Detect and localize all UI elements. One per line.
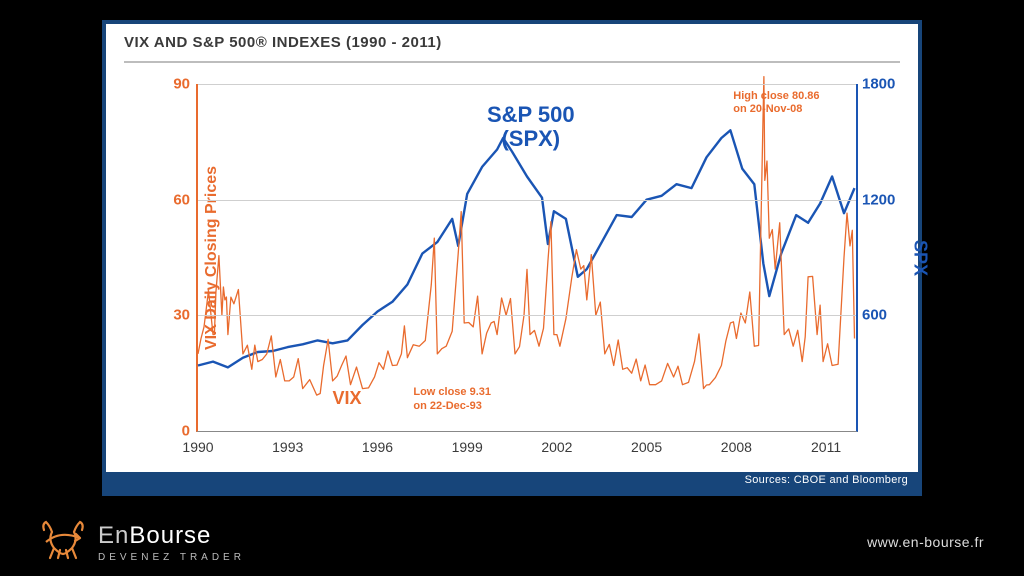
gridline	[198, 315, 856, 316]
chart-title-bar: VIX AND S&P 500® INDEXES (1990 - 2011)	[106, 24, 918, 55]
xtick: 1990	[182, 439, 213, 455]
ytick-left: 90	[160, 76, 190, 93]
gridline	[198, 200, 856, 201]
ytick-right: 600	[862, 307, 906, 324]
xtick: 2011	[811, 439, 841, 455]
brand-prefix: En	[98, 522, 129, 549]
title-divider	[124, 61, 900, 63]
y-axis-right-label: SPX	[909, 239, 930, 275]
series-spx	[198, 130, 855, 367]
brand-name: EnBourse	[98, 522, 245, 550]
brand-tagline: DEVENEZ TRADER	[98, 552, 245, 563]
ytick-left: 0	[160, 423, 190, 440]
brand-main: Bourse	[129, 522, 211, 549]
brand: EnBourse DEVENEZ TRADER	[40, 520, 245, 565]
site-url: www.en-bourse.fr	[867, 534, 984, 550]
xtick: 1999	[452, 439, 483, 455]
plot-area: VIX Daily Closing Prices SPX S&P 500 (SP…	[196, 84, 858, 432]
bull-icon	[40, 520, 86, 565]
xtick: 2005	[631, 439, 662, 455]
xtick: 1993	[272, 439, 303, 455]
sources-text: Sources: CBOE and Bloomberg	[745, 474, 908, 486]
ytick-left: 60	[160, 191, 190, 208]
ytick-left: 30	[160, 307, 190, 324]
chart-card: VIX AND S&P 500® INDEXES (1990 - 2011) V…	[102, 20, 922, 496]
gridline	[198, 84, 856, 85]
xtick: 1996	[362, 439, 393, 455]
ytick-right: 1200	[862, 191, 906, 208]
chart-title: VIX AND S&P 500® INDEXES (1990 - 2011)	[124, 34, 900, 51]
xtick: 2002	[541, 439, 572, 455]
sources-bar: Sources: CBOE and Bloomberg	[106, 472, 918, 492]
series-vix	[198, 77, 855, 396]
xtick: 2008	[721, 439, 752, 455]
footer: EnBourse DEVENEZ TRADER www.en-bourse.fr	[0, 508, 1024, 576]
ytick-right: 1800	[862, 76, 906, 93]
